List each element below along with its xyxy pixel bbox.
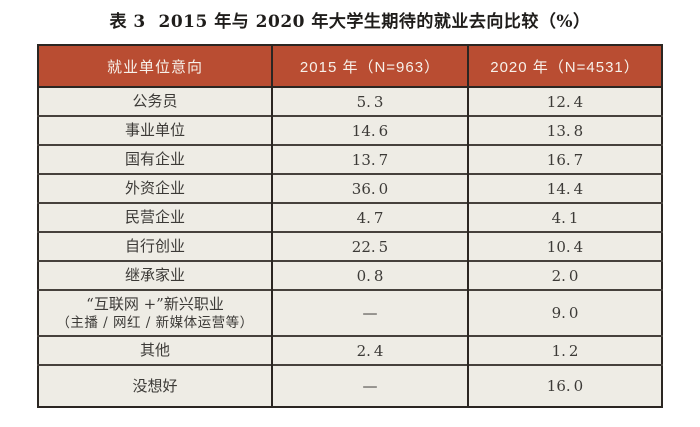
cell-2015: 14. 6 bbox=[271, 115, 468, 145]
cell-2020: 10. 4 bbox=[467, 231, 662, 261]
cell-label: 国有企业 bbox=[38, 144, 272, 174]
cell-2020: 16. 7 bbox=[467, 144, 662, 174]
row-label: 继承家业 bbox=[124, 266, 185, 285]
employment-comparison-table: 就业单位意向 2015 年（N=963） 2020 年（N=4531） 公务员 … bbox=[37, 44, 663, 408]
row-label: 民营企业 bbox=[124, 208, 185, 227]
cell-2020: 12. 4 bbox=[467, 87, 662, 116]
header-row: 就业单位意向 2015 年（N=963） 2020 年（N=4531） bbox=[38, 45, 662, 88]
table-row-internet-plus: “互联网 +”新兴职业 （主播 / 网红 / 新媒体运营等） — 9. 0 bbox=[38, 289, 662, 336]
cell-label: 没想好 bbox=[38, 364, 272, 407]
table-row: 继承家业 0. 8 2. 0 bbox=[38, 260, 662, 290]
cell-2015: — bbox=[271, 289, 468, 336]
row-label: 自行创业 bbox=[124, 237, 185, 256]
cell-label: 其他 bbox=[38, 335, 272, 365]
cell-label: 民营企业 bbox=[38, 202, 272, 232]
cell-2015: 22. 5 bbox=[271, 231, 468, 261]
cell-2015: 36. 0 bbox=[271, 173, 468, 203]
row-label: 国有企业 bbox=[124, 150, 185, 169]
cell-2015: 5. 3 bbox=[271, 87, 468, 116]
column-header-2015: 2015 年（N=963） bbox=[271, 45, 468, 88]
cell-label: 事业单位 bbox=[38, 115, 272, 145]
table-row: 没想好 — 16. 0 bbox=[38, 364, 662, 407]
table-row: 外资企业 36. 0 14. 4 bbox=[38, 173, 662, 203]
cell-2020: 14. 4 bbox=[467, 173, 662, 203]
cell-label: 自行创业 bbox=[38, 231, 272, 261]
cell-2020: 16. 0 bbox=[467, 364, 662, 407]
row-label: 没想好 bbox=[132, 376, 178, 395]
cell-2020: 9. 0 bbox=[467, 289, 662, 336]
table-title: 表 3 2015 年与 2020 年大学生期待的就业去向比较（%） bbox=[109, 12, 591, 32]
cell-label: 公务员 bbox=[38, 87, 272, 116]
cell-2015: 2. 4 bbox=[271, 335, 468, 365]
row-label-subline: （主播 / 网红 / 新媒体运营等） bbox=[56, 315, 254, 332]
cell-2015: 4. 7 bbox=[271, 202, 468, 232]
table-row: 其他 2. 4 1. 2 bbox=[38, 335, 662, 365]
row-label: 公务员 bbox=[132, 92, 178, 111]
table-row: 国有企业 13. 7 16. 7 bbox=[38, 144, 662, 174]
cell-label: 外资企业 bbox=[38, 173, 272, 203]
cell-2020: 2. 0 bbox=[467, 260, 662, 290]
row-label: 外资企业 bbox=[124, 179, 185, 198]
table-row: 公务员 5. 3 12. 4 bbox=[38, 87, 662, 116]
cell-label: “互联网 +”新兴职业 （主播 / 网红 / 新媒体运营等） bbox=[38, 289, 272, 336]
table-row: 自行创业 22. 5 10. 4 bbox=[38, 231, 662, 261]
cell-2020: 13. 8 bbox=[467, 115, 662, 145]
table-row: 事业单位 14. 6 13. 8 bbox=[38, 115, 662, 145]
cell-label: 继承家业 bbox=[38, 260, 272, 290]
column-header-intention: 就业单位意向 bbox=[38, 45, 272, 88]
cell-2020: 1. 2 bbox=[467, 335, 662, 365]
row-label: 事业单位 bbox=[124, 121, 185, 140]
row-label: 其他 bbox=[139, 341, 170, 360]
column-header-2020: 2020 年（N=4531） bbox=[467, 45, 662, 88]
cell-2015: 0. 8 bbox=[271, 260, 468, 290]
row-label: “互联网 +”新兴职业 bbox=[86, 294, 224, 313]
cell-2020: 4. 1 bbox=[467, 202, 662, 232]
cell-2015: 13. 7 bbox=[271, 144, 468, 174]
cell-2015: — bbox=[271, 364, 468, 407]
table-row: 民营企业 4. 7 4. 1 bbox=[38, 202, 662, 232]
